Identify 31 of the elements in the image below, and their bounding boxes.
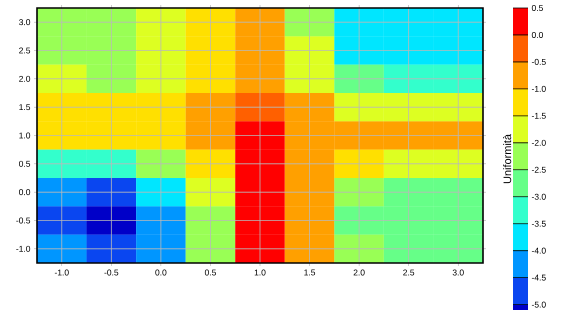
x-tick-label: 1.5	[304, 270, 316, 276]
color-bar-label: -4.0	[532, 248, 546, 254]
x-tick-label: 3.0	[452, 270, 464, 276]
y-tick-label: 2.0	[19, 76, 30, 82]
y-tick-label: 1.5	[19, 104, 30, 110]
x-tick-label: 0.0	[155, 270, 166, 276]
x-tick-label: 2.0	[354, 270, 365, 276]
y-tick-label: 0.5	[19, 160, 30, 167]
y-tick-label: -0.5	[16, 218, 30, 224]
x-tick-label: -0.5	[104, 270, 118, 276]
y-tick-label: 1.0	[19, 132, 30, 138]
y-tick-label: 0.0	[19, 189, 30, 196]
color-bar-label: 0.0	[532, 32, 543, 38]
x-tick-label: 0.5	[204, 270, 216, 276]
color-bar-label: -2.0	[532, 140, 546, 146]
y-tick-label: -1.0	[16, 246, 30, 252]
x-tick-label: 2.5	[403, 270, 414, 276]
color-bar-label: 0.5	[532, 5, 543, 11]
y-tick-label: 2.5	[19, 48, 30, 54]
color-bar-label: -5.0	[532, 302, 546, 308]
color-bar-label: -0.5	[532, 58, 546, 65]
y-tick-label: 3.0	[19, 19, 30, 26]
color-bar-title: Uniformità	[503, 134, 512, 184]
color-bar-label: -1.5	[532, 112, 546, 119]
color-bar-label: -1.0	[532, 86, 546, 92]
color-bar-label: -3.0	[532, 194, 546, 200]
x-tick-label: -1.0	[54, 270, 69, 276]
color-bar-label: -2.5	[532, 166, 546, 173]
color-bar-label: -3.5	[532, 220, 546, 227]
x-tick-label: 1.0	[254, 270, 266, 276]
color-bar-label: -4.5	[532, 274, 546, 281]
